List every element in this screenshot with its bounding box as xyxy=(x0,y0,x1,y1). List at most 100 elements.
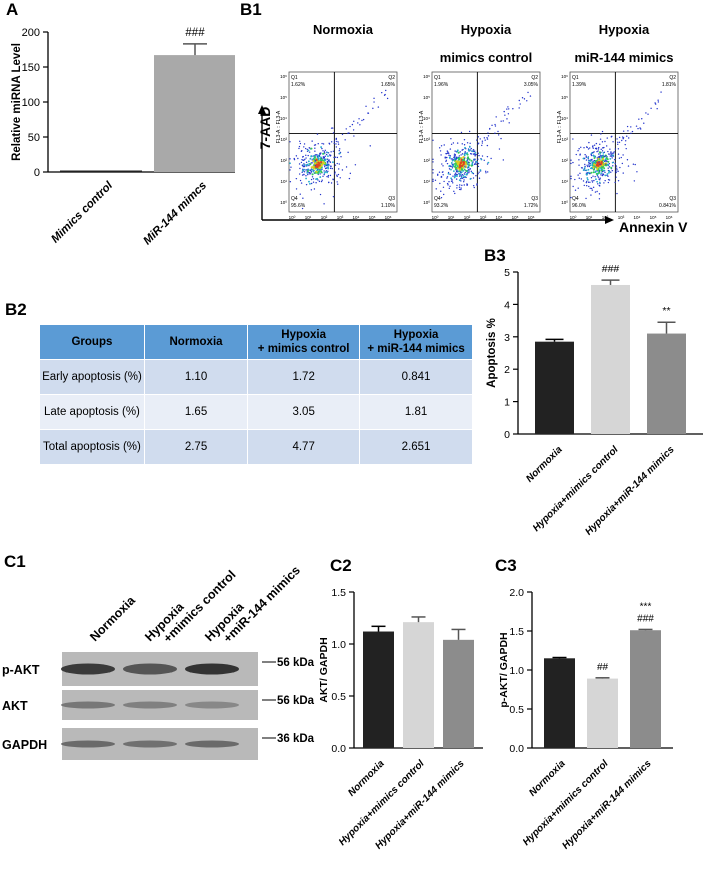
flow-event-dot xyxy=(324,152,326,154)
flow-event-dot xyxy=(326,158,329,160)
flow-event-dot xyxy=(452,182,454,184)
flow-event-dot xyxy=(479,138,481,140)
flow-event-dot xyxy=(338,163,340,165)
y-axis-label: p-AKT/ GAPDH xyxy=(498,632,510,707)
y-tick-label: 1.5 xyxy=(331,587,346,599)
flow-event-dot xyxy=(301,150,303,152)
table-row: Early apoptosis (%) 1.10 1.72 0.841 xyxy=(40,359,473,395)
flow-event-dot xyxy=(330,165,332,168)
flow-event-dot xyxy=(299,142,302,145)
flow-event-dot xyxy=(598,146,600,149)
flow-event-dot xyxy=(327,152,330,154)
flow-event-dot xyxy=(307,173,309,176)
flow-event-dot xyxy=(463,168,466,171)
flow-event-dot xyxy=(491,124,493,127)
flow-event-dot xyxy=(592,145,594,147)
x-tick-label: Hypoxia+miR-144 mimics xyxy=(583,444,677,538)
flow-event-dot xyxy=(570,162,572,165)
bar xyxy=(535,341,574,434)
flow-event-dot xyxy=(329,155,331,157)
flow-event-dot xyxy=(295,177,298,180)
flow-x-tick: 10⁶ xyxy=(385,215,392,220)
flow-event-dot xyxy=(453,176,456,178)
flow-event-dot xyxy=(464,166,466,168)
flow-event-dot xyxy=(594,191,597,193)
flow-event-dot xyxy=(321,147,323,150)
flow-event-dot xyxy=(611,153,613,156)
flow-event-dot xyxy=(298,163,301,165)
flow-event-dot xyxy=(453,158,456,161)
flow-y-tick: 10³ xyxy=(561,137,568,142)
flow-event-dot xyxy=(308,180,310,183)
flow-event-dot xyxy=(443,180,445,183)
flow-event-dot xyxy=(632,163,635,165)
flow-event-dot xyxy=(483,159,485,161)
quadrant-name: Q2 xyxy=(669,75,676,81)
flow-event-dot xyxy=(442,165,444,167)
flow-event-dot xyxy=(582,169,585,171)
flow-event-dot xyxy=(329,167,332,170)
flow-event-dot xyxy=(454,174,456,176)
flow-event-dot xyxy=(458,179,461,182)
flow-event-dot xyxy=(293,158,296,161)
flow-event-dot xyxy=(314,147,316,149)
table-cell: 1.72 xyxy=(247,359,361,395)
flow-event-dot xyxy=(309,173,311,175)
flow-event-dot xyxy=(454,156,456,158)
flow-event-dot xyxy=(352,129,355,131)
flow-event-dot xyxy=(588,147,591,149)
flow-event-dot xyxy=(634,163,636,166)
flow-event-dot xyxy=(335,143,337,145)
flow-event-dot xyxy=(432,169,434,171)
flow-event-dot xyxy=(338,152,341,155)
flow-event-dot xyxy=(333,156,335,159)
flow-event-dot xyxy=(481,155,484,157)
flow-event-dot xyxy=(597,172,600,175)
flow-x-tick: 10³ xyxy=(480,215,487,220)
flow-event-dot xyxy=(325,170,328,172)
flow-event-dot xyxy=(599,163,601,166)
flow-x-tick: 10¹ xyxy=(448,215,455,220)
flow-event-dot xyxy=(611,169,614,172)
blot-marker-size: 56 kDa xyxy=(277,657,315,669)
flow-event-dot xyxy=(314,150,316,152)
flow-event-dot xyxy=(307,149,310,152)
flow-event-dot xyxy=(613,158,616,161)
flow-event-dot xyxy=(588,161,590,164)
flow-event-dot xyxy=(481,142,484,144)
flow-event-dot xyxy=(456,173,458,176)
flow-event-dot xyxy=(580,178,583,180)
flow-event-dot xyxy=(332,132,335,134)
flow-event-dot xyxy=(466,153,469,156)
flow-event-dot xyxy=(590,171,593,174)
flow-x-tick: 10¹ xyxy=(305,215,312,220)
flow-event-dot xyxy=(585,156,587,158)
flow-event-dot xyxy=(583,184,585,187)
flow-event-dot xyxy=(300,182,303,184)
flow-event-dot xyxy=(610,166,613,169)
flow-event-dot xyxy=(372,107,374,110)
flow-event-dot xyxy=(601,158,605,161)
quadrant-percent: 1.96% xyxy=(434,82,449,88)
blot-band xyxy=(185,663,239,675)
flow-event-dot xyxy=(330,127,333,129)
flow-event-dot xyxy=(442,193,445,196)
flow-event-dot xyxy=(289,158,291,160)
flow-event-dot xyxy=(334,171,336,173)
flow-event-dot xyxy=(616,169,618,171)
quadrant-name: Q3 xyxy=(669,196,676,202)
y-tick-label: 200 xyxy=(22,27,40,39)
flow-event-dot xyxy=(310,155,313,158)
flow-event-dot xyxy=(455,175,457,177)
table-cell: 4.77 xyxy=(247,429,361,465)
flow-event-dot xyxy=(311,173,314,176)
table-cell: 0.841 xyxy=(359,359,473,395)
flow-event-dot xyxy=(305,161,308,164)
flow-event-dot xyxy=(354,164,357,166)
flow-event-dot xyxy=(332,127,334,129)
flow-event-dot xyxy=(470,170,473,173)
flow-event-dot xyxy=(460,161,463,164)
apoptosis-table: Groups Normoxia Hypoxia + mimics control… xyxy=(40,325,473,465)
flow-event-dot xyxy=(438,147,441,149)
flow-event-dot xyxy=(475,163,477,165)
